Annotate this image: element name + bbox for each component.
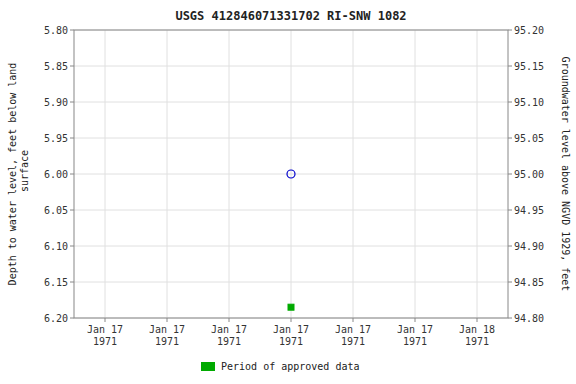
- text-line: 1971: [465, 336, 489, 347]
- tick: [70, 30, 74, 31]
- tick: [508, 246, 512, 247]
- marks: [287, 170, 295, 310]
- text-line: 1971: [155, 336, 179, 347]
- tick: [70, 246, 74, 247]
- tick-label: 6.15: [44, 277, 68, 288]
- tick-label: 95.15: [514, 61, 544, 72]
- tick: [508, 30, 512, 31]
- grid-line: [415, 30, 416, 318]
- grid-line: [291, 30, 292, 318]
- text-line: Jan 17: [273, 324, 309, 335]
- tick-label: 6.20: [44, 313, 68, 324]
- text-line: Jan 17: [149, 324, 185, 335]
- plot-frame: [74, 30, 508, 318]
- text-line: Jan 17: [87, 324, 123, 335]
- text-line: 1971: [279, 336, 303, 347]
- text-line: Depth to water level, feet below land: [7, 63, 18, 286]
- grid-line: [229, 30, 230, 318]
- tick: [70, 174, 74, 175]
- tick-label: 5.90: [44, 97, 68, 108]
- tick: [508, 102, 512, 103]
- tick: [291, 318, 292, 322]
- grid-line: [105, 30, 106, 318]
- tick-label: 94.80: [514, 313, 544, 324]
- point: [288, 304, 294, 310]
- tick-label: 94.90: [514, 241, 544, 252]
- tick-label: 95.05: [514, 133, 544, 144]
- background: [0, 0, 576, 384]
- grid-line: [477, 30, 478, 318]
- tick-label: 5.80: [44, 25, 68, 36]
- tick-label: Jan 171971: [397, 324, 433, 347]
- text-line: 1971: [403, 336, 427, 347]
- tick: [70, 102, 74, 103]
- tick: [508, 282, 512, 283]
- tick-label: Jan 171971: [273, 324, 309, 347]
- legend-swatch: [201, 362, 215, 371]
- tick: [508, 318, 512, 319]
- tick-label: 94.95: [514, 205, 544, 216]
- grid-line: [167, 30, 168, 318]
- text-line: surface: [19, 150, 30, 198]
- tick-label: 6.10: [44, 241, 68, 252]
- tick: [70, 210, 74, 211]
- tick: [508, 174, 512, 175]
- tick: [70, 138, 74, 139]
- grid-line: [353, 30, 354, 318]
- tick: [477, 318, 478, 322]
- text-line: Jan 17: [397, 324, 433, 335]
- tick-label: Jan 171971: [149, 324, 185, 347]
- tick-label: 94.85: [514, 277, 544, 288]
- tick: [229, 318, 230, 322]
- tick-label: 95.20: [514, 25, 544, 36]
- x-axis: Jan 171971Jan 171971Jan 171971Jan 171971…: [87, 318, 495, 347]
- text-line: Jan 17: [335, 324, 371, 335]
- tick: [70, 66, 74, 67]
- chart: 5.80 5.85 5.90 5.95 6.00 6.05 6.10 6.15 6.20 94.8…: [0, 0, 576, 384]
- tick-label: 5.95: [44, 133, 68, 144]
- y2-axis-label: Groundwater level above NGVD 1929, feet: [560, 57, 571, 292]
- text-line: 1971: [341, 336, 365, 347]
- tick: [508, 210, 512, 211]
- tick: [105, 318, 106, 322]
- legend: Period of approved data: [201, 361, 359, 372]
- tick-label: 6.05: [44, 205, 68, 216]
- tick-label: Jan 171971: [87, 324, 123, 347]
- y-axis-label: Depth to water level, feet below land su…: [7, 63, 30, 286]
- legend-label: Period of approved data: [221, 361, 359, 372]
- tick-label: Jan 171971: [211, 324, 247, 347]
- tick: [353, 318, 354, 322]
- tick: [508, 66, 512, 67]
- tick-label: 95.10: [514, 97, 544, 108]
- tick: [70, 282, 74, 283]
- grid: [74, 30, 508, 318]
- tick-label: Jan 181971: [459, 324, 495, 347]
- text-line: 1971: [93, 336, 117, 347]
- y-axis: 5.80 5.85 5.90 5.95 6.00 6.05 6.10 6.15 6.20: [44, 25, 74, 324]
- y2-axis: 94.80 94.85 94.90 94.95 95.00 95.05 95.10 95.15…: [508, 25, 544, 324]
- tick-label: 5.85: [44, 61, 68, 72]
- point: [287, 170, 295, 178]
- tick: [167, 318, 168, 322]
- text-line: Jan 17: [211, 324, 247, 335]
- tick-label: 6.00: [44, 169, 68, 180]
- tick-label: 95.00: [514, 169, 544, 180]
- title: USGS 412846071331702 RI-SNW 1082: [175, 9, 406, 23]
- tick-label: Jan 171971: [335, 324, 371, 347]
- text-line: 1971: [217, 336, 241, 347]
- tick: [415, 318, 416, 322]
- tick: [508, 138, 512, 139]
- text-line: Jan 18: [459, 324, 495, 335]
- tick: [70, 318, 74, 319]
